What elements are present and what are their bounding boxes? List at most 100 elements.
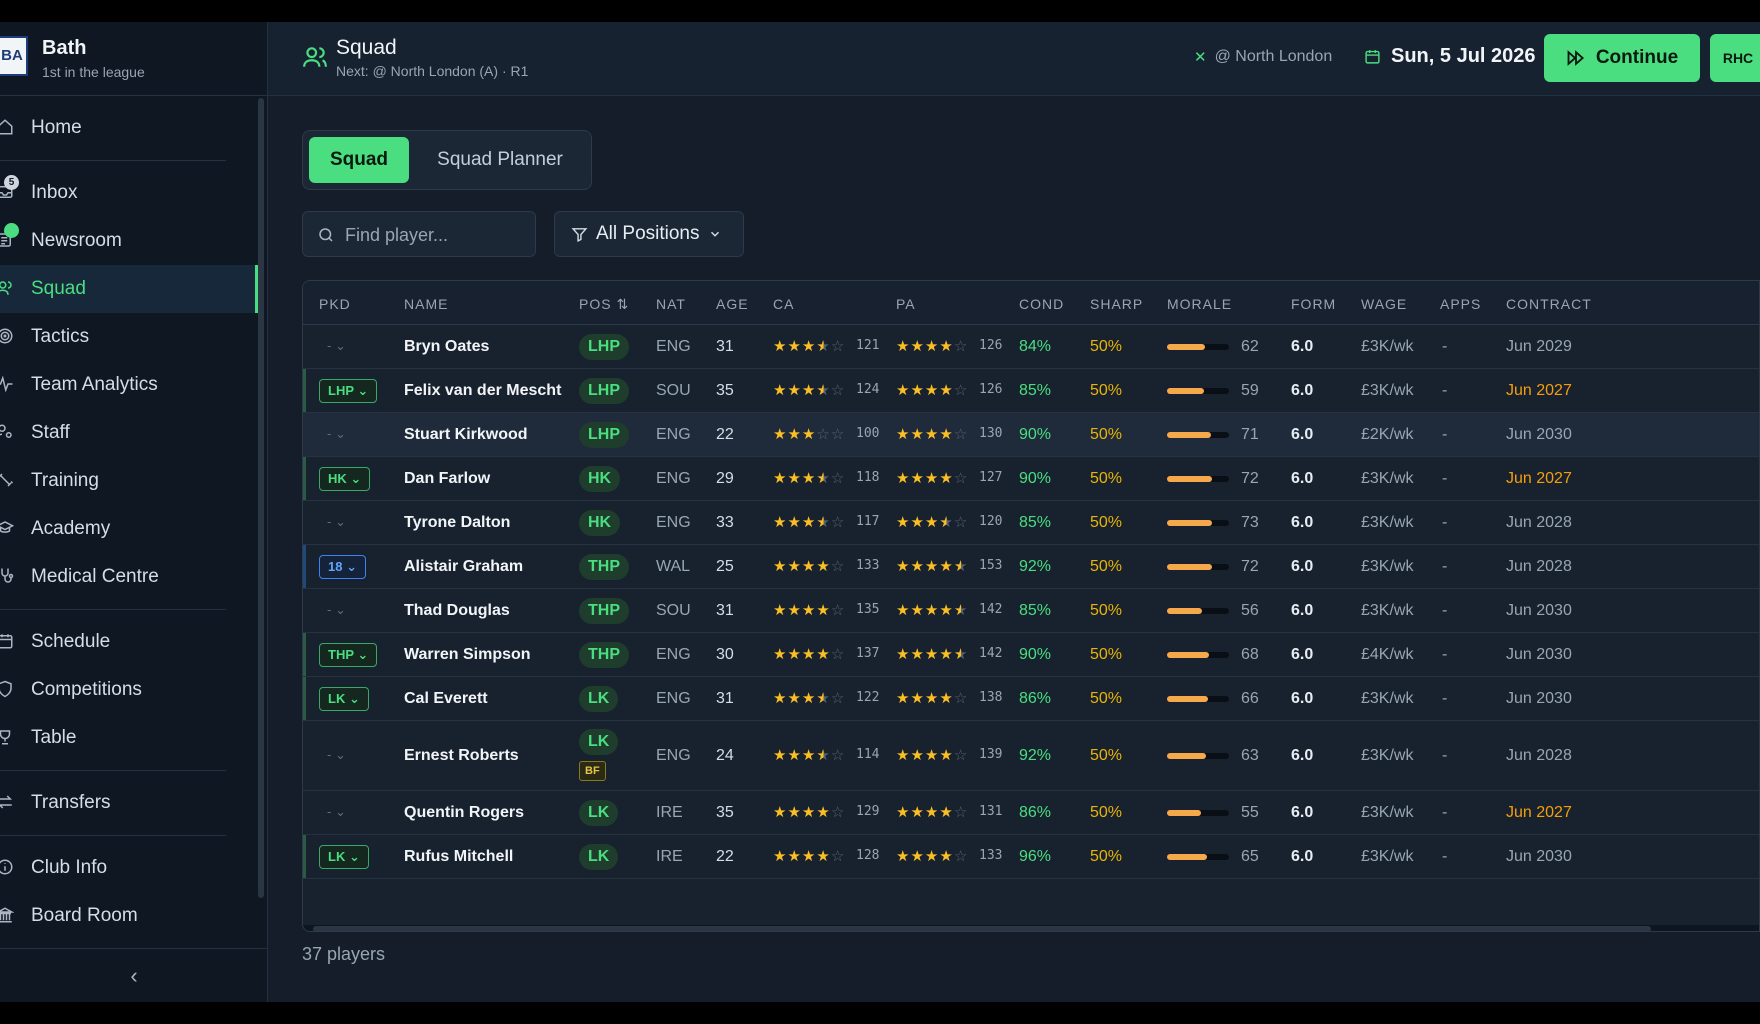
club-header[interactable]: BA Bath 1st in the league [0, 22, 268, 96]
player-name[interactable]: Thad Douglas [404, 602, 510, 619]
column-name[interactable]: NAME [404, 296, 449, 312]
sidebar-item-home[interactable]: Home [0, 104, 258, 152]
pkd-select[interactable]: HK ⌄ [319, 467, 371, 491]
table-row[interactable]: LK ⌄ Rufus Mitchell LK IRE 22 ★★★★☆ 128 … [303, 835, 1759, 879]
sidebar-item-staff[interactable]: Staff [0, 409, 258, 457]
table-row[interactable]: THP ⌄ Warren Simpson THP ENG 30 ★★★★☆ 13… [303, 633, 1759, 677]
sidebar-item-label: Board Room [31, 905, 138, 926]
column-pa[interactable]: PA [896, 296, 916, 312]
sidebar-item-transfers[interactable]: Transfers [0, 779, 258, 827]
pkd-select[interactable]: - ⌄ [327, 338, 346, 353]
training-icon [0, 473, 14, 487]
find-player-input[interactable] [345, 220, 525, 250]
sidebar-item-squad[interactable]: Squad [0, 265, 258, 313]
pa-stars: ★★★★★ [896, 646, 969, 663]
column-pkd[interactable]: PKD [319, 296, 351, 312]
pkd-value: - [327, 602, 332, 617]
sidebar-item-label: Training [31, 470, 99, 491]
pkd-select[interactable]: THP ⌄ [319, 643, 378, 667]
pkd-value: 18 [328, 559, 343, 574]
sharpness: 50% [1090, 338, 1123, 355]
column-wage[interactable]: WAGE [1361, 296, 1408, 312]
player-name[interactable]: Bryn Oates [404, 338, 490, 355]
nationality: ENG [656, 514, 691, 531]
pkd-select[interactable]: 18 ⌄ [319, 555, 366, 579]
column-cond[interactable]: COND [1019, 296, 1065, 312]
table-row[interactable]: - ⌄ Tyrone Dalton HK ENG 33 ★★★★☆ 117 ★★… [303, 501, 1759, 545]
sidebar-item-label: Staff [31, 422, 70, 443]
ca-stars: ★★★★☆ [773, 804, 846, 821]
sidebar-item-competitions[interactable]: Competitions [0, 666, 258, 714]
player-name[interactable]: Tyrone Dalton [404, 514, 511, 531]
table-row[interactable]: - ⌄ Stuart Kirkwood LHP ENG 22 ★★★☆☆ 100… [303, 413, 1759, 457]
player-name[interactable]: Stuart Kirkwood [404, 426, 528, 443]
column-age[interactable]: AGE [716, 296, 749, 312]
form: 6.0 [1291, 646, 1314, 663]
sidebar-item-tactics[interactable]: Tactics [0, 313, 258, 361]
table-row[interactable]: - ⌄ Thad Douglas THP SOU 31 ★★★★☆ 135 ★★… [303, 589, 1759, 633]
table-row[interactable]: HK ⌄ Dan Farlow HK ENG 29 ★★★★☆ 118 ★★★★… [303, 457, 1759, 501]
column-morale[interactable]: MORALE [1167, 296, 1233, 312]
nationality: ENG [656, 747, 691, 764]
column-apps[interactable]: APPS [1440, 296, 1482, 312]
tab-squad[interactable]: Squad [309, 137, 409, 183]
sidebar-item-training[interactable]: Training [0, 457, 258, 505]
player-name[interactable]: Cal Everett [404, 690, 488, 707]
player-name[interactable]: Alistair Graham [404, 558, 524, 575]
pkd-select[interactable]: - ⌄ [327, 804, 346, 819]
sidebar-item-club-info[interactable]: Club Info [0, 844, 258, 892]
ca-stars: ★★★★☆ [773, 382, 846, 399]
inbox-badge: 5 [4, 175, 19, 190]
pkd-select[interactable]: LK ⌄ [319, 845, 369, 869]
table-row[interactable]: - ⌄ Bryn Oates LHP ENG 31 ★★★★☆ 121 ★★★★… [303, 325, 1759, 369]
pkd-select[interactable]: - ⌄ [327, 514, 346, 529]
sidebar-item-board-room[interactable]: Board Room [0, 892, 258, 940]
table-row[interactable]: LK ⌄ Cal Everett LK ENG 31 ★★★★☆ 122 ★★★… [303, 677, 1759, 721]
table-row[interactable]: 18 ⌄ Alistair Graham THP WAL 25 ★★★★☆ 13… [303, 545, 1759, 589]
table-horizontal-scrollbar[interactable] [303, 925, 1759, 931]
table-row[interactable]: LHP ⌄ Felix van der Mescht LHP SOU 35 ★★… [303, 369, 1759, 413]
table-row[interactable]: - ⌄ Ernest Roberts LK BF ENG 24 ★★★★☆ 11… [303, 721, 1759, 791]
pkd-select[interactable]: LHP ⌄ [319, 379, 378, 403]
collapse-sidebar-button[interactable]: ‹ [0, 948, 268, 1002]
pkd-value: - [327, 804, 332, 819]
sidebar-item-schedule[interactable]: Schedule [0, 618, 258, 666]
column-contract[interactable]: CONTRACT [1506, 296, 1592, 312]
pkd-select[interactable]: - ⌄ [327, 602, 346, 617]
position-filter-dropdown[interactable]: All Positions [554, 211, 744, 257]
pkd-select[interactable]: - ⌄ [327, 426, 346, 441]
player-name[interactable]: Dan Farlow [404, 470, 491, 487]
condition: 90% [1019, 646, 1052, 663]
next-match[interactable]: ✕ @ North London [1194, 48, 1332, 66]
column-nat[interactable]: NAT [656, 296, 686, 312]
player-name[interactable]: Felix van der Mescht [404, 382, 562, 399]
scrollbar-thumb[interactable] [313, 926, 1651, 931]
player-name[interactable]: Ernest Roberts [404, 747, 519, 764]
column-sharp[interactable]: SHARP [1090, 296, 1144, 312]
continue-button[interactable]: Continue [1544, 34, 1700, 82]
nationality: IRE [656, 848, 683, 865]
player-name[interactable]: Warren Simpson [404, 646, 531, 663]
sidebar-item-academy[interactable]: Academy [0, 505, 258, 553]
sidebar-item-team-analytics[interactable]: Team Analytics [0, 361, 258, 409]
morale-value: 63 [1241, 747, 1259, 764]
column-form[interactable]: FORM [1291, 296, 1337, 312]
tab-squad-planner[interactable]: Squad Planner [437, 149, 563, 170]
sidebar-item-table[interactable]: Table [0, 714, 258, 762]
sidebar-item-medical-centre[interactable]: Medical Centre [0, 553, 258, 601]
column-ca[interactable]: CA [773, 296, 795, 312]
sidebar-item-newsroom[interactable]: 7 Newsroom [0, 217, 258, 265]
morale-bar [1167, 810, 1229, 816]
column-pos[interactable]: POS ⇅ [579, 296, 629, 313]
sidebar-item-inbox[interactable]: 5 Inbox [0, 169, 258, 217]
pkd-select[interactable]: - ⌄ [327, 747, 346, 762]
club-standing: 1st in the league [42, 64, 145, 80]
pkd-select[interactable]: LK ⌄ [319, 687, 369, 711]
pa-stars: ★★★★☆ [896, 690, 969, 707]
player-name[interactable]: Quentin Rogers [404, 804, 525, 821]
morale-bar [1167, 432, 1229, 438]
player-name[interactable]: Rufus Mitchell [404, 848, 514, 865]
user-avatar-button[interactable]: RHC [1710, 34, 1760, 82]
sidebar-scrollbar[interactable] [258, 98, 264, 898]
table-row[interactable]: - ⌄ Quentin Rogers LK IRE 35 ★★★★☆ 129 ★… [303, 791, 1759, 835]
